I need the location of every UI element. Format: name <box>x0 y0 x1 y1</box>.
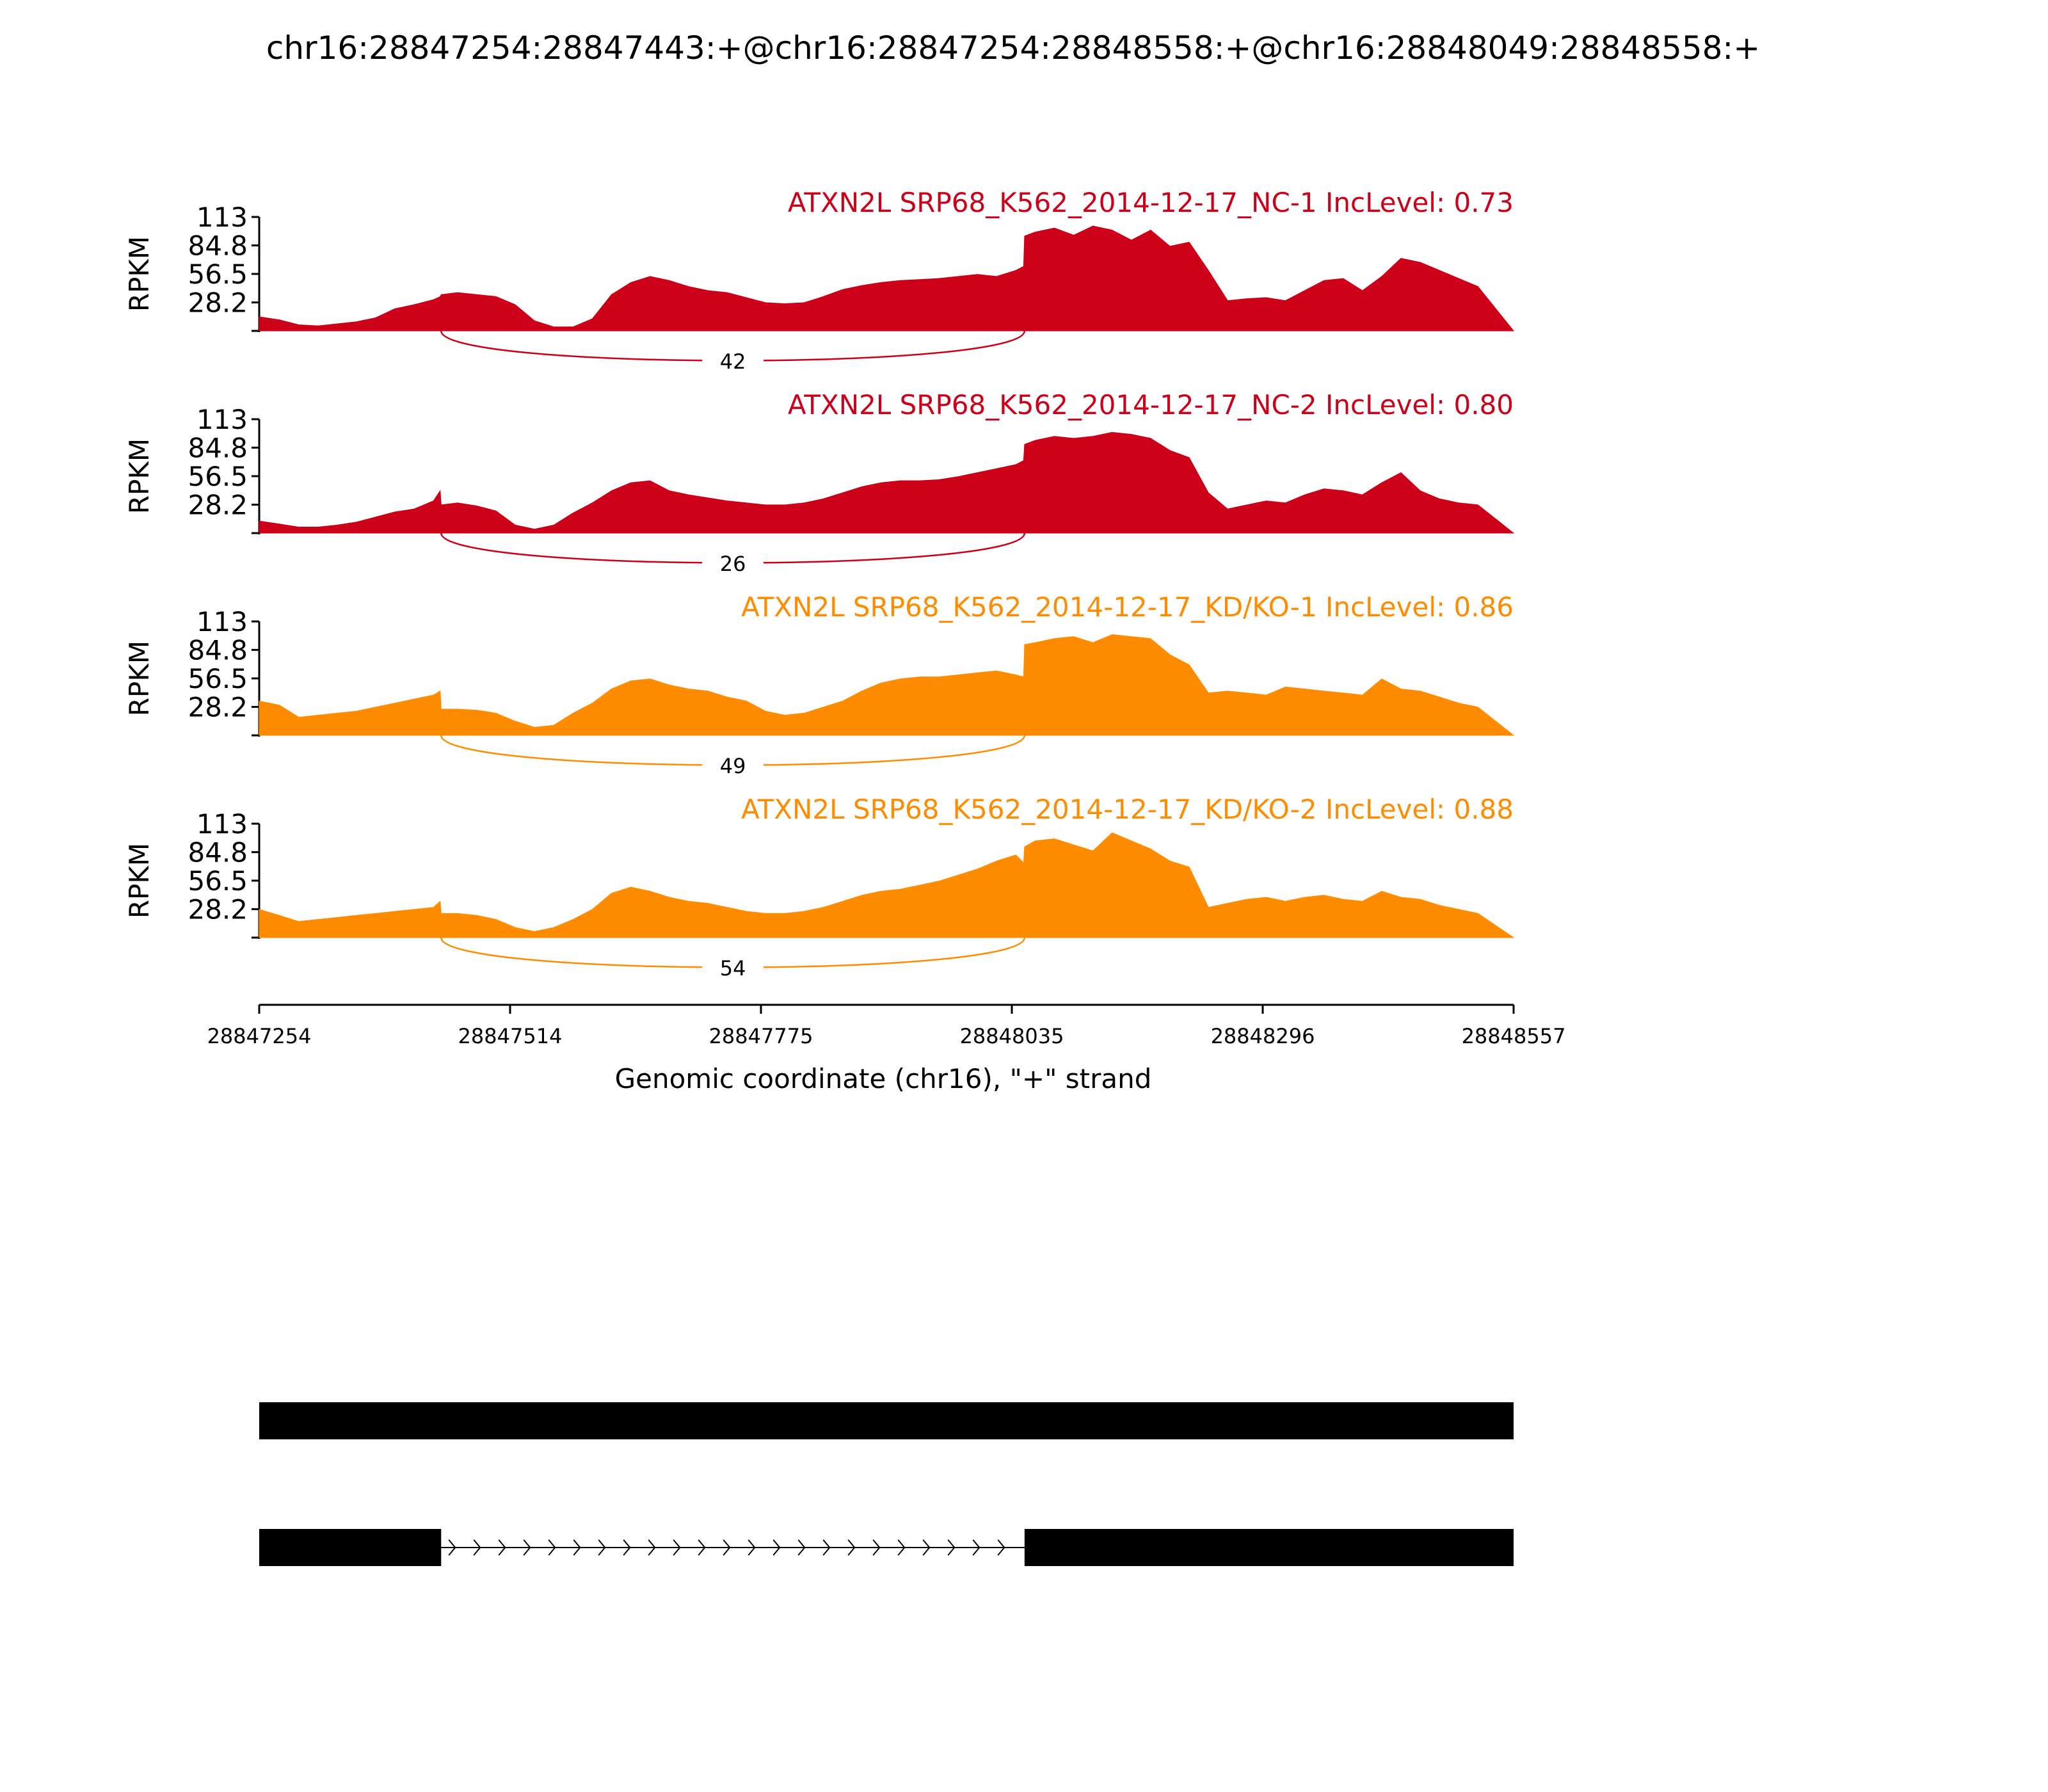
y-tick-label: 56.5 <box>188 663 248 694</box>
x-tick-label: 28847775 <box>709 1024 813 1048</box>
y-axis-label: RPKM <box>124 641 155 716</box>
strand-chevron <box>523 1539 531 1556</box>
x-tick-label: 28847514 <box>458 1024 563 1048</box>
y-tick-label: 28.2 <box>188 287 248 319</box>
junction-label-bg <box>702 349 764 372</box>
junction-label: 54 <box>720 956 746 980</box>
coverage-area <box>259 832 1515 938</box>
strand-chevron <box>498 1539 506 1556</box>
coverage-area <box>259 225 1515 332</box>
junction-label-bg <box>702 753 764 776</box>
series-label: ATXN2L SRP68_K562_2014-12-17_KD/KO-1 Inc… <box>741 591 1514 623</box>
series-label: ATXN2L SRP68_K562_2014-12-17_NC-1 IncLev… <box>788 187 1514 218</box>
coverage-area <box>259 634 1515 736</box>
strand-chevron <box>922 1539 931 1556</box>
y-tick-label: 28.2 <box>188 692 248 723</box>
exon <box>1024 1529 1514 1566</box>
x-tick-label: 28847254 <box>207 1024 312 1048</box>
y-tick-label: 113 <box>196 808 248 840</box>
gene-model <box>259 1402 1514 1566</box>
x-axis: 28847254 28847514 28847775 28848035 28848296… <box>207 1004 1566 1048</box>
coverage-area <box>259 431 1515 534</box>
y-axis-label: RPKM <box>124 438 155 514</box>
strand-chevron <box>673 1539 681 1556</box>
strand-chevron <box>847 1539 856 1556</box>
y-tick-label: 56.5 <box>188 461 248 492</box>
y-tick-label: 113 <box>196 606 248 637</box>
strand-chevron <box>698 1539 706 1556</box>
strand-chevron <box>772 1539 781 1556</box>
junction-label-bg <box>702 956 764 979</box>
strand-chevron <box>822 1539 831 1556</box>
y-axis-label: RPKM <box>124 843 155 918</box>
strand-chevron <box>797 1539 806 1556</box>
junction-label: 42 <box>720 349 746 374</box>
x-tick-label: 28848557 <box>1462 1024 1566 1048</box>
transcript-2 <box>259 1529 1514 1566</box>
strand-chevron <box>723 1539 731 1556</box>
strand-chevron <box>473 1539 481 1556</box>
strand-chevron <box>872 1539 881 1556</box>
junction-label: 26 <box>720 552 746 576</box>
figure-title: chr16:28847254:28847443:+@chr16:28847254… <box>266 29 1760 67</box>
strand-chevron <box>748 1539 756 1556</box>
junction-label-bg <box>702 551 764 574</box>
strand-chevron <box>598 1539 606 1556</box>
y-axis-label: RPKM <box>124 236 155 312</box>
strand-chevron <box>623 1539 631 1556</box>
strand-chevron <box>947 1539 956 1556</box>
transcript-1 <box>259 1402 1514 1439</box>
exon <box>259 1529 442 1566</box>
strand-chevron <box>897 1539 906 1556</box>
x-axis-label: Genomic coordinate (chr16), "+" strand <box>615 1063 1152 1094</box>
y-tick-label: 84.8 <box>188 634 248 666</box>
y-tick-label: 84.8 <box>188 230 248 261</box>
strand-chevron <box>573 1539 581 1556</box>
y-tick-label: 84.8 <box>188 836 248 868</box>
y-tick-label: 28.2 <box>188 894 248 925</box>
y-tick-label: 84.8 <box>188 432 248 463</box>
strand-chevron <box>648 1539 656 1556</box>
y-tick-label: 113 <box>196 202 248 233</box>
y-tick-label: 113 <box>196 404 248 435</box>
junction-label: 49 <box>720 754 746 778</box>
x-tick-label: 28848296 <box>1211 1024 1315 1048</box>
strand-chevron <box>448 1539 456 1556</box>
y-tick-label: 56.5 <box>188 259 248 290</box>
y-tick-label: 56.5 <box>188 865 248 897</box>
y-tick-label: 28.2 <box>188 490 248 521</box>
strand-chevron <box>997 1539 1005 1556</box>
strand-chevron <box>972 1539 980 1556</box>
x-tick-label: 28848035 <box>960 1024 1064 1048</box>
series-label: ATXN2L SRP68_K562_2014-12-17_KD/KO-2 Inc… <box>741 794 1514 825</box>
strand-chevron <box>548 1539 556 1556</box>
exon <box>259 1402 1514 1439</box>
series-label: ATXN2L SRP68_K562_2014-12-17_NC-2 IncLev… <box>788 389 1514 420</box>
